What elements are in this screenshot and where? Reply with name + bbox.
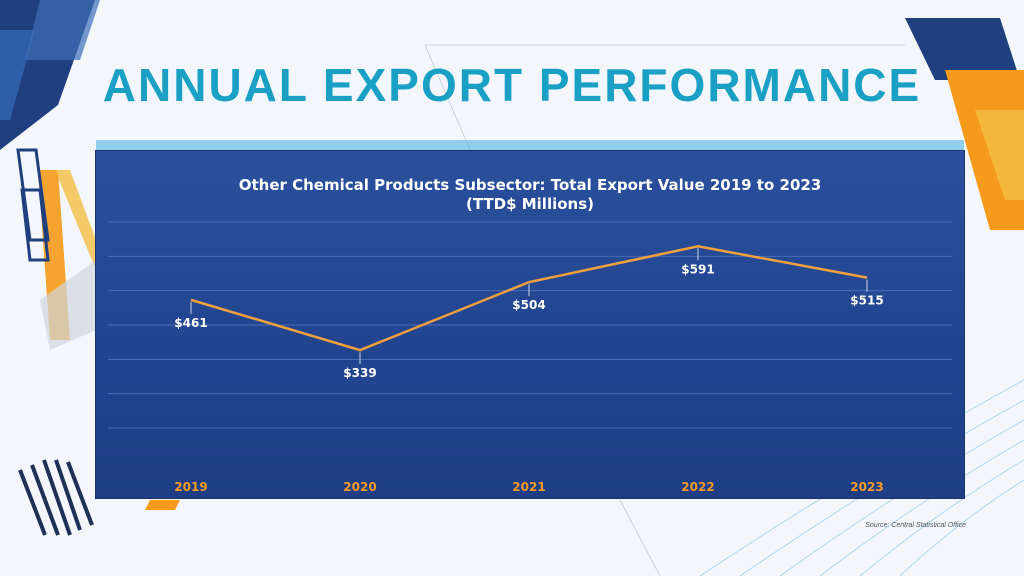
chevron-yellow xyxy=(55,170,96,270)
grey-stripe xyxy=(40,260,96,350)
chevron-outline xyxy=(16,148,50,242)
gridlines xyxy=(108,221,952,429)
source-note: Source: Central Statistical Office xyxy=(865,522,966,529)
x-tick-label-2022: 2022 xyxy=(681,480,714,494)
data-label-2020: $339 xyxy=(343,366,376,380)
x-axis-ticks xyxy=(190,248,868,365)
data-label-2021: $504 xyxy=(512,298,545,312)
x-tick-label-2021: 2021 xyxy=(512,480,545,494)
chart-title: Other Chemical Products Subsector: Total… xyxy=(96,176,964,214)
thin-lines xyxy=(424,44,905,576)
data-label-2023: $515 xyxy=(850,294,883,308)
data-label-2019: $461 xyxy=(174,316,207,330)
corner-shape-blue xyxy=(0,30,35,120)
slide-title: ANNUAL EXPORT PERFORMANCE xyxy=(102,59,922,111)
series-line-total-export-value xyxy=(190,245,868,352)
chart-subtitle: (TTD$ Millions) xyxy=(465,195,595,213)
blue-accent-strip xyxy=(96,140,964,151)
x-axis-labels: 2019 2020 2021 2022 2023 xyxy=(174,480,883,494)
x-tick-label-2019: 2019 xyxy=(174,480,207,494)
corner-shape-yellow-right xyxy=(975,110,1024,200)
stripes-bottom-left xyxy=(18,459,94,536)
corner-shape-light xyxy=(25,0,100,60)
x-tick-label-2020: 2020 xyxy=(343,480,376,494)
corner-orange-bottom xyxy=(145,500,180,510)
corner-shape-navy-right xyxy=(905,18,1020,80)
data-labels: $461 $339 $504 $591 $515 xyxy=(174,262,883,380)
data-label-2022: $591 xyxy=(681,262,714,276)
chevron-outline-2 xyxy=(20,188,50,262)
x-tick-label-2023: 2023 xyxy=(850,480,883,494)
chart-title-main: Other Chemical Products Subsector: Total… xyxy=(238,176,822,194)
